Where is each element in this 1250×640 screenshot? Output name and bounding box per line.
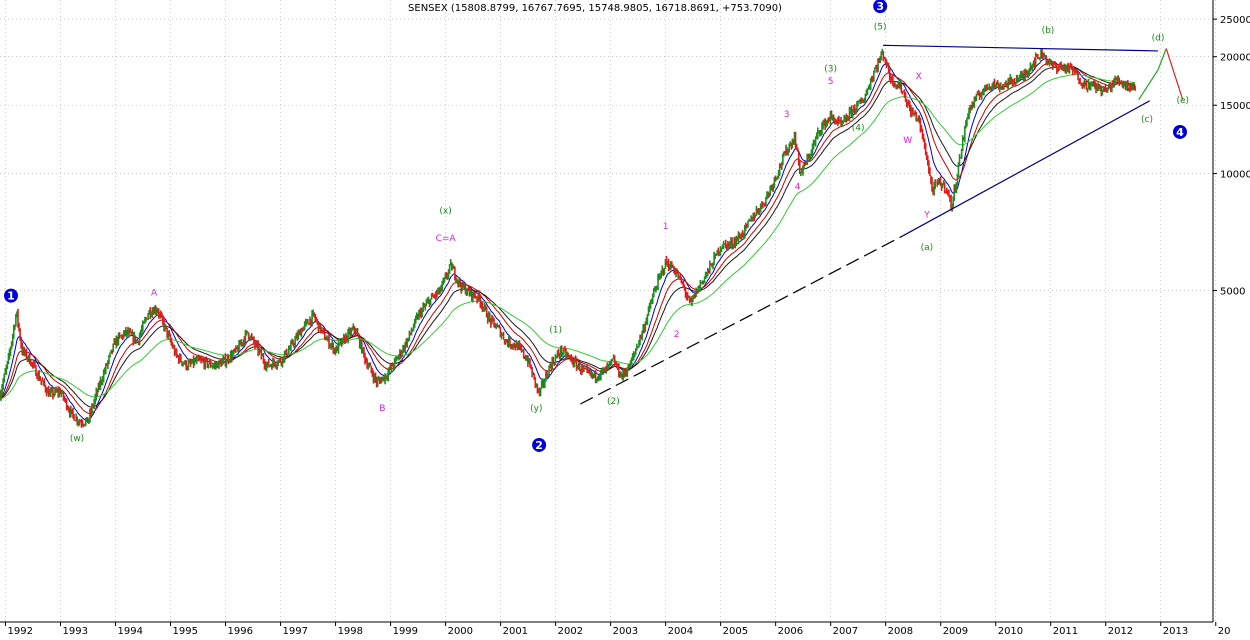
x-tick-label: 2013	[1163, 626, 1188, 636]
price-bars-layer	[0, 48, 1136, 428]
wave-circle-label: 1	[7, 290, 15, 303]
wave-label: (3)	[824, 65, 837, 75]
wave-circle-marker	[532, 437, 547, 452]
wave-label: (2)	[607, 397, 620, 407]
wave-label: 3	[784, 110, 790, 120]
y-tick-label: 25000	[1220, 15, 1250, 26]
x-tick-label: 2000	[448, 626, 473, 636]
x-tick-label: 1994	[118, 626, 143, 636]
wave-label: 5	[828, 77, 834, 87]
wave-label: (a)	[921, 243, 934, 253]
wave-label: (e)	[1176, 96, 1189, 106]
wave-circle-marker	[1172, 124, 1187, 139]
projection-segment	[1157, 48, 1167, 71]
x-tick-label: 1999	[393, 626, 418, 636]
wave-label: (c)	[1141, 115, 1153, 125]
projection-segment	[1165, 48, 1184, 100]
wave-label: X	[916, 72, 922, 82]
x-tick-label: 1992	[8, 626, 33, 636]
wave-label: (d)	[1152, 34, 1165, 44]
x-tick-label: 2008	[888, 626, 913, 636]
x-tick-label: 1995	[173, 626, 198, 636]
y-tick-label: 20000	[1220, 53, 1250, 64]
x-tick-label: 1996	[228, 626, 253, 636]
wave-label: Y	[923, 211, 930, 221]
x-tick-label: 1998	[338, 626, 363, 636]
wave-circle-label: 3	[876, 0, 884, 13]
wave-label: (y)	[530, 404, 542, 414]
x-tick-label: 2003	[613, 626, 638, 636]
y-tick-label: 15000	[1220, 101, 1250, 112]
wave-label: (w)	[70, 434, 84, 444]
wave-circle-label: 2	[535, 439, 543, 452]
wave-label: 2	[674, 330, 680, 340]
x-tick-label: 20	[1218, 626, 1231, 636]
x-tick-label: 2011	[1053, 626, 1078, 636]
x-tick-label: 2002	[558, 626, 583, 636]
wave-label: (b)	[1042, 26, 1055, 36]
y-tick-label: 10000	[1220, 170, 1250, 181]
trendline	[901, 100, 1151, 237]
x-tick-label: 1997	[283, 626, 308, 636]
x-tick-label: 2010	[998, 626, 1023, 636]
x-tick-label: 2012	[1108, 626, 1133, 636]
trendline-layer	[580, 44, 1184, 405]
x-tick-label: 2006	[778, 626, 803, 636]
wave-label: (1)	[549, 325, 562, 335]
annotation-layer: 1 2 3 4 (w) A B (x) C=A (y) (1) (2) 1 2 3 4 (3) 5 (4) (5) X W…	[4, 0, 1189, 452]
x-tick-label: 2005	[723, 626, 748, 636]
wave-label: (4)	[852, 124, 865, 134]
trendline	[580, 235, 903, 405]
wave-label: 1	[663, 222, 669, 232]
x-tick-label: 2009	[943, 626, 968, 636]
x-tick-label: 2007	[833, 626, 858, 636]
wave-circle-marker	[4, 288, 19, 303]
projection-segment	[1138, 69, 1159, 101]
wave-label: A	[151, 289, 158, 299]
wave-label: (5)	[874, 23, 887, 33]
x-tick-label: 2001	[503, 626, 528, 636]
x-tick-label: 2004	[668, 626, 693, 636]
wave-circle-marker	[873, 0, 888, 14]
chart-title: SENSEX (15808.8799, 16767.7695, 15748.98…	[408, 3, 782, 14]
grid-layer	[0, 0, 1217, 622]
y-tick-label: 5000	[1220, 286, 1245, 297]
wave-label: B	[379, 404, 385, 414]
trendline	[882, 44, 1159, 52]
ema-line-green	[0, 74, 1136, 400]
wave-label: (x)	[439, 206, 451, 216]
wave-label: W	[903, 136, 912, 146]
wave-label: C=A	[436, 234, 457, 244]
x-tick-label: 1993	[63, 626, 88, 636]
wave-label: 4	[795, 183, 801, 193]
wave-circle-label: 4	[1176, 126, 1184, 139]
